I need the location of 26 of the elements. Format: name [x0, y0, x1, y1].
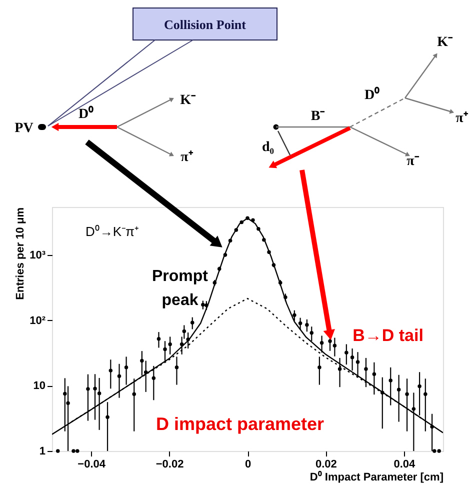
- x-tick-label: −0.04: [78, 458, 106, 470]
- text: K⁻: [437, 35, 453, 50]
- text: Collision Point: [164, 17, 247, 32]
- text: π⁺: [456, 111, 468, 126]
- text: D⁰: [78, 105, 94, 122]
- y-tick-label: 10²: [30, 314, 46, 327]
- x-tick-label: 0: [244, 458, 252, 470]
- y-tick-label: 10³: [30, 249, 46, 262]
- text: PV: [14, 121, 34, 136]
- text: D⁰: [364, 86, 380, 103]
- x-tick-label: −0.02: [156, 458, 184, 470]
- annotation: Prompt peak: [152, 268, 209, 309]
- annotation: D⁰→K⁻π⁺: [85, 224, 139, 239]
- y-tick-label: 1: [39, 446, 46, 458]
- text: π⁺: [180, 150, 194, 165]
- annotation: B→D tail: [352, 326, 424, 345]
- text: d₀: [262, 140, 274, 155]
- y-tick-label: 10: [33, 380, 46, 392]
- annotation: D impact parameter: [156, 414, 324, 434]
- text: B⁻: [310, 109, 326, 124]
- x-axis-title: D⁰ Impact Parameter [cm]: [310, 470, 444, 484]
- x-tick-label: 0.04: [394, 458, 416, 470]
- x-tick-label: 0.02: [315, 458, 337, 470]
- text: K⁻: [180, 93, 196, 108]
- y-axis-title: Entries per 10 μm: [14, 207, 27, 300]
- text: π⁻: [406, 154, 420, 169]
